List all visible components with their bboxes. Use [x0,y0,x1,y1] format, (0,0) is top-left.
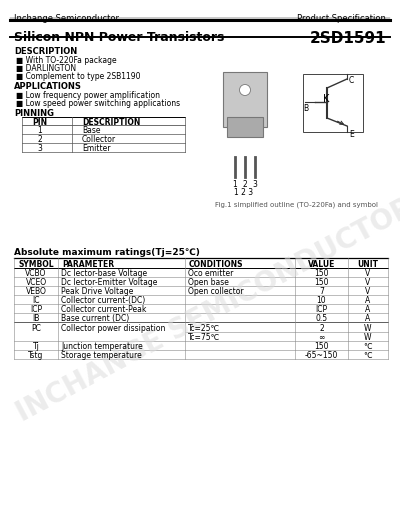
Text: 150: 150 [314,278,329,287]
Text: Open base: Open base [188,278,229,287]
Text: VCBO: VCBO [25,269,47,278]
Text: Collector current-(DC): Collector current-(DC) [61,296,145,305]
Text: A: A [365,305,371,314]
Text: APPLICATIONS: APPLICATIONS [14,82,82,91]
Text: PINNING: PINNING [14,109,54,118]
Text: 1: 1 [233,180,237,189]
Text: Tc=75℃: Tc=75℃ [188,333,220,342]
Text: Base: Base [82,126,100,135]
Text: Storage temperature: Storage temperature [61,351,142,360]
Text: V: V [365,269,371,278]
Text: PC: PC [31,324,41,333]
Text: VEBO: VEBO [26,287,46,296]
Text: Collector: Collector [82,135,116,144]
Text: 2: 2 [38,135,42,144]
Text: K: K [323,94,329,104]
Text: A: A [365,296,371,305]
Text: Collector power dissipation: Collector power dissipation [61,324,165,333]
Text: 3: 3 [252,180,258,189]
Text: PARAMETER: PARAMETER [62,260,114,269]
Text: 0.5: 0.5 [316,314,328,323]
Text: W: W [364,324,372,333]
Text: V: V [365,287,371,296]
Bar [223,72,267,127]
Text: ■ Low speed power switching applications: ■ Low speed power switching applications [16,99,180,108]
Text: 1 2 3: 1 2 3 [234,188,253,197]
Text: 150: 150 [314,269,329,278]
Text: 3: 3 [38,144,42,153]
Text: Silicon NPN Power Transistors: Silicon NPN Power Transistors [14,31,224,44]
Text: DESCRIPTION: DESCRIPTION [14,47,77,56]
Text: Collector current-Peak: Collector current-Peak [61,305,146,314]
Text: Oco emitter: Oco emitter [188,269,233,278]
Text: UNIT: UNIT [358,260,378,269]
Text: Tc=25℃: Tc=25℃ [188,324,220,333]
Bar [303,74,363,132]
Text: Open collector: Open collector [188,287,244,296]
Text: 2SD1591: 2SD1591 [309,31,386,46]
Text: ICP: ICP [316,305,328,314]
Text: SYMBOL: SYMBOL [18,260,54,269]
Text: 2: 2 [319,324,324,333]
Text: C: C [349,76,354,85]
Text: Emitter: Emitter [82,144,110,153]
Text: ICP: ICP [30,305,42,314]
Text: IB: IB [32,314,40,323]
Text: ■ Low frequency power amplification: ■ Low frequency power amplification [16,91,160,100]
Text: DESCRIPTION: DESCRIPTION [82,118,140,127]
Text: -65~150: -65~150 [305,351,338,360]
Text: Fig.1 simplified outline (TO-220Fa) and symbol: Fig.1 simplified outline (TO-220Fa) and … [215,202,378,209]
Text: PIN: PIN [32,118,48,127]
Text: ℃: ℃ [364,342,372,351]
Text: INCHANGE SEMICONDUCTOR: INCHANGE SEMICONDUCTOR [12,193,400,427]
Text: ■ DARLINGTON: ■ DARLINGTON [16,64,76,73]
Text: VCEO: VCEO [26,278,46,287]
Text: Inchange Semiconductor: Inchange Semiconductor [14,14,119,23]
Text: IC: IC [32,296,40,305]
Text: 150: 150 [314,342,329,351]
Text: Peak Drive Voltage: Peak Drive Voltage [61,287,133,296]
Text: Dc lector-Emitter Voltage: Dc lector-Emitter Voltage [61,278,157,287]
Text: Dc lector-base Voltage: Dc lector-base Voltage [61,269,147,278]
Text: E: E [349,130,354,139]
Text: Junction temperature: Junction temperature [61,342,143,351]
Text: V: V [365,278,371,287]
Text: 7: 7 [319,287,324,296]
Text: VALUE: VALUE [308,260,335,269]
Text: Tstg: Tstg [28,351,44,360]
Text: A: A [365,314,371,323]
Text: B: B [303,104,308,113]
Circle shape [240,84,250,95]
Text: Absolute maximum ratings(Tj=25℃): Absolute maximum ratings(Tj=25℃) [14,248,200,257]
Text: Product Specification: Product Specification [297,14,386,23]
Text: W: W [364,333,372,342]
Text: Tj: Tj [32,342,40,351]
Text: 2: 2 [243,180,247,189]
Text: ■ With TO-220Fa package: ■ With TO-220Fa package [16,56,117,65]
Text: ∞: ∞ [318,333,325,342]
Bar [227,117,263,137]
Text: CONDITIONS: CONDITIONS [189,260,244,269]
Text: 10: 10 [317,296,326,305]
Text: ℃: ℃ [364,351,372,360]
Text: Base current (DC): Base current (DC) [61,314,129,323]
Text: ■ Complement to type 2SB1190: ■ Complement to type 2SB1190 [16,72,140,81]
Text: 1: 1 [38,126,42,135]
